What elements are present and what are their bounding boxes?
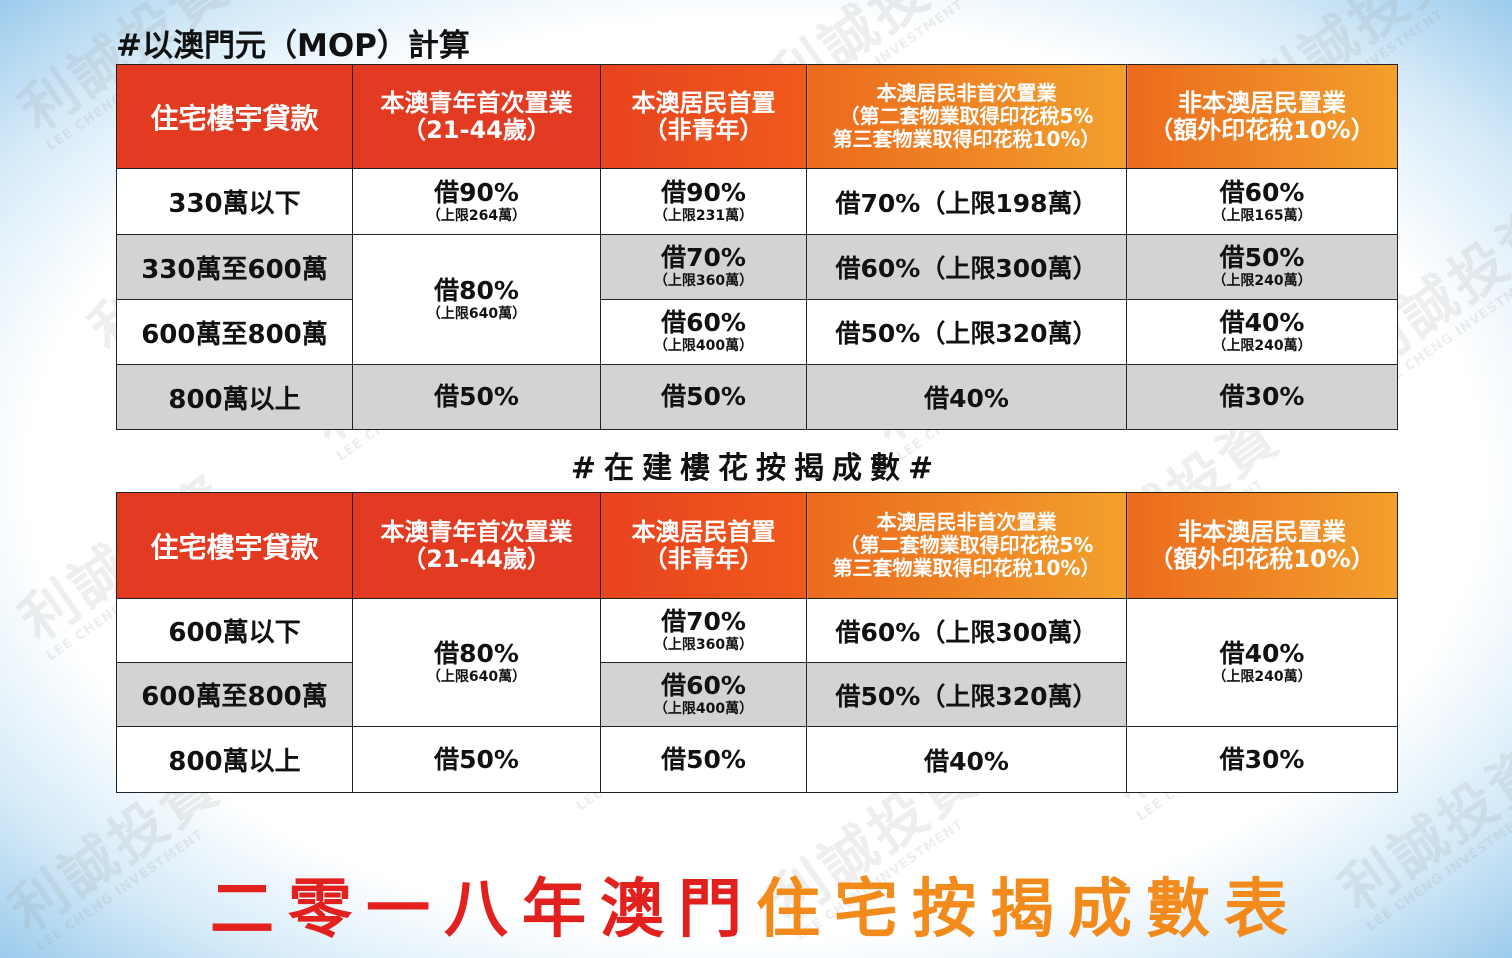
nonfirst-cell: 借60%（上限300萬） [806, 234, 1127, 300]
nonresident-cell: 借50% （上限240萬） [1126, 234, 1398, 300]
header-corner: 住宅樓宇貸款 [116, 64, 353, 169]
table-header-row: 住宅樓宇貸款 本澳青年首次置業 （21-44歲） 本澳居民首置 （非青年） 本澳居民… [116, 492, 1398, 599]
header-nonresident: 非本澳居民置業 （額外印花稅10%） [1126, 64, 1398, 169]
nonresident-cell: 借30% [1126, 364, 1398, 430]
header-corner: 住宅樓宇貸款 [116, 492, 353, 599]
row-label: 600萬至800萬 [116, 299, 353, 365]
nonresident-cell: 借30% [1126, 726, 1398, 793]
table-row: 600萬至800萬 借60% （上限400萬） 借50%（上限320萬） [116, 662, 1398, 727]
youth-cell: 借50% [352, 364, 601, 430]
youth-cell: 借80% （上限640萬） [352, 234, 601, 365]
nonfirst-cell: 借50%（上限320萬） [806, 299, 1127, 365]
resident-cell: 借70% （上限360萬） [600, 598, 807, 663]
mortgage-table-offplan: 住宅樓宇貸款 本澳青年首次置業 （21-44歲） 本澳居民首置 （非青年） 本澳居民… [116, 492, 1398, 793]
header-nonfirst: 本澳居民非首次置業 （第二套物業取得印花稅5% 第三套物業取得印花稅10%） [806, 64, 1127, 169]
resident-cell: 借50% [600, 726, 807, 793]
table-row: 330萬至600萬 借80% （上限640萬） 借70% （上限360萬） 借60%… [116, 234, 1398, 365]
nonfirst-cell: 借50%（上限320萬） [806, 662, 1127, 727]
header-nonresident: 非本澳居民置業 （額外印花稅10%） [1126, 492, 1398, 599]
row-label: 600萬以下 [116, 598, 353, 663]
resident-cell: 借50% [600, 364, 807, 430]
nonresident-cell: 借60% （上限165萬） [1126, 168, 1398, 235]
table-row: 330萬以下 借90% （上限264萬） 借90% （上限231萬） 借70%（上限… [116, 168, 1398, 235]
table-row: 600萬以下 借80% （上限640萬） 借70% （上限360萬） 借60%（上限… [116, 598, 1398, 727]
offplan-heading: #在建樓花按揭成數# [570, 451, 942, 486]
poster-title-part2: 住宅按揭成數表 [756, 873, 1302, 947]
resident-cell: 借60% （上限400萬） [600, 662, 807, 727]
youth-cell: 借80% （上限640萬） [352, 598, 601, 727]
poster-title: 二零一八年澳門住宅按揭成數表 [0, 858, 1512, 950]
row-label: 800萬以上 [116, 726, 353, 793]
resident-cell: 借70% （上限360萬） [600, 234, 807, 300]
mortgage-table-completed: 住宅樓宇貸款 本澳青年首次置業 （21-44歲） 本澳居民首置 （非青年） 本澳居民… [116, 64, 1398, 430]
table-row: 800萬以上 借50% 借50% 借40% 借30% [116, 726, 1398, 793]
row-label: 800萬以上 [116, 364, 353, 430]
nonfirst-cell: 借70%（上限198萬） [806, 168, 1127, 235]
row-label: 330萬至600萬 [116, 234, 353, 300]
nonresident-cell: 借40% （上限240萬） [1126, 598, 1398, 727]
currency-heading: #以澳門元（MOP）計算 [116, 28, 470, 64]
youth-cell: 借90% （上限264萬） [352, 168, 601, 235]
header-youth: 本澳青年首次置業 （21-44歲） [352, 64, 601, 169]
poster-title-part1: 二零一八年澳門 [210, 873, 756, 947]
nonfirst-cell: 借60%（上限300萬） [806, 598, 1127, 663]
row-label: 330萬以下 [116, 168, 353, 235]
nonfirst-cell: 借40% [806, 726, 1127, 793]
header-nonfirst: 本澳居民非首次置業 （第二套物業取得印花稅5% 第三套物業取得印花稅10%） [806, 492, 1127, 599]
nonresident-cell: 借40% （上限240萬） [1126, 299, 1398, 365]
table-row: 800萬以上 借50% 借50% 借40% 借30% [116, 364, 1398, 430]
table-row: 600萬至800萬 借60% （上限400萬） 借50%（上限320萬） 借40%… [116, 299, 1398, 365]
header-youth: 本澳青年首次置業 （21-44歲） [352, 492, 601, 599]
header-resident: 本澳居民首置 （非青年） [600, 64, 807, 169]
table-header-row: 住宅樓宇貸款 本澳青年首次置業 （21-44歲） 本澳居民首置 （非青年） 本澳居民… [116, 64, 1398, 169]
header-resident: 本澳居民首置 （非青年） [600, 492, 807, 599]
resident-cell: 借90% （上限231萬） [600, 168, 807, 235]
resident-cell: 借60% （上限400萬） [600, 299, 807, 365]
youth-cell: 借50% [352, 726, 601, 793]
nonfirst-cell: 借40% [806, 364, 1127, 430]
row-label: 600萬至800萬 [116, 662, 353, 727]
